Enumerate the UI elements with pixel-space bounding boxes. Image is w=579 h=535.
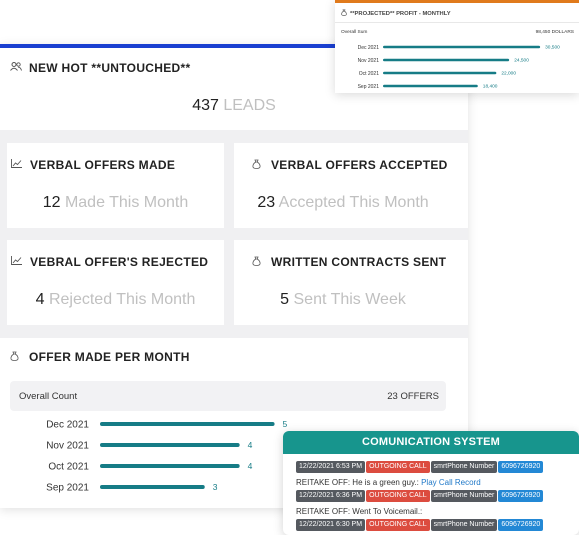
bar-value-label: 24,500 <box>514 58 529 64</box>
phone-number-badge[interactable]: 6096726920 <box>498 519 544 531</box>
tile-label: VERBAL OFFERS MADE <box>30 158 176 172</box>
projected-profit-chart: Dec 2021 30,500 Nov 2021 24,500 Oct 2021 22,0… <box>358 45 561 90</box>
tile-value: 12 Made This Month <box>7 194 224 212</box>
hot-leads-title: NEW HOT **UNTOUCHED** <box>10 61 190 75</box>
projected-profit-title: **PROJECTED** PROFIT - MONTHLY <box>341 9 451 18</box>
line-chart-icon <box>11 256 25 268</box>
users-icon <box>10 62 24 74</box>
tile-unit: Accepted This Month <box>278 194 429 211</box>
offers-per-month-title: OFFER MADE PER MONTH <box>10 350 190 364</box>
tile-label: VERBAL OFFERS ACCEPTED <box>271 158 448 172</box>
play-call-record-link[interactable]: Play Call Record <box>421 478 481 487</box>
tile-count: 5 <box>280 291 290 308</box>
bar <box>100 485 205 489</box>
call-type-badge: OUTGOING CALL <box>366 461 430 473</box>
call-type-badge: OUTGOING CALL <box>366 519 430 531</box>
communication-system-card: COMUNICATION SYSTEM 12/22/2021 6:53 PM O… <box>283 431 579 535</box>
tile-count: 4 <box>35 291 45 308</box>
tile-value: 5 Sent This Week <box>234 291 468 309</box>
communication-system-title: COMUNICATION SYSTEM <box>283 431 579 454</box>
bar-category-label: Oct 2021 <box>359 71 380 77</box>
money-bag-icon <box>341 9 347 18</box>
bar-category-label: Sep 2021 <box>358 84 380 90</box>
hot-leads-value: 437 LEADS <box>0 97 468 115</box>
call-timestamp: 12/22/2021 6:30 PM <box>296 519 366 531</box>
call-note: REITAKE OFF: Went To Voicemail.: <box>296 507 422 516</box>
call-log-row[interactable]: 12/22/2021 6:36 PM OUTGOING CALL smrtPho… <box>296 490 544 502</box>
bar-value-label: 4 <box>248 440 253 450</box>
bar <box>383 58 510 62</box>
phone-number-badge[interactable]: 6096726920 <box>498 461 544 473</box>
bar-category-label: Sep 2021 <box>46 483 89 494</box>
tile-verbal-offers-accepted[interactable]: VERBAL OFFERS ACCEPTED 23 Accepted This … <box>234 143 468 228</box>
call-log-row[interactable]: 12/22/2021 6:53 PM OUTGOING CALL smrtPho… <box>296 461 544 473</box>
line-label-badge: smrtPhone Number <box>430 461 498 473</box>
overall-sum-value: 98,450 DOLLARS <box>535 30 574 35</box>
bar <box>100 422 275 426</box>
bar-value-label: 4 <box>248 461 253 471</box>
line-label-badge: smrtPhone Number <box>430 519 498 531</box>
tile-label: WRITTEN CONTRACTS SENT <box>271 255 447 269</box>
call-timestamp: 12/22/2021 6:36 PM <box>296 490 366 502</box>
call-note-text: REITAKE OFF: Went To Voicemail.: <box>296 507 423 516</box>
tile-written-contracts-sent[interactable]: WRITTEN CONTRACTS SENT 5 Sent This Week <box>234 240 468 325</box>
tile-unit: Made This Month <box>64 194 189 211</box>
tile-value: 4 Rejected This Month <box>7 291 224 309</box>
projected-profit-card: **PROJECTED** PROFIT - MONTHLY Overall S… <box>335 0 579 93</box>
call-log-row[interactable]: 12/22/2021 6:30 PM OUTGOING CALL smrtPho… <box>296 519 544 531</box>
hot-leads-label: NEW HOT **UNTOUCHED** <box>29 61 191 75</box>
tile-count: 23 <box>257 194 276 211</box>
call-type-badge: OUTGOING CALL <box>366 490 430 502</box>
offers-per-month-label: OFFER MADE PER MONTH <box>29 350 190 364</box>
divider <box>335 22 579 23</box>
tile-value: 23 Accepted This Month <box>234 194 468 212</box>
bar <box>100 443 240 447</box>
overall-count-value: 23 OFFERS <box>387 391 439 402</box>
line-label-badge: smrtPhone Number <box>430 490 498 502</box>
offers-per-month-chart: Dec 2021 5 Nov 2021 4 Oct 2021 4 Sep 2021 3 <box>46 419 288 494</box>
tile-title: VEBRAL OFFER'S REJECTED <box>11 255 208 269</box>
tile-count: 12 <box>42 194 61 211</box>
tile-verbal-offers-made[interactable]: VERBAL OFFERS MADE 12 Made This Month <box>7 143 224 228</box>
bar-value-label: 22,000 <box>501 71 516 77</box>
bar-value-label: 18,400 <box>483 84 498 90</box>
bar-category-label: Nov 2021 <box>46 441 89 452</box>
bar <box>383 71 497 75</box>
phone-number-badge[interactable]: 6096726920 <box>498 490 544 502</box>
tile-title: VERBAL OFFERS MADE <box>11 158 175 172</box>
bar <box>100 464 240 468</box>
bar-category-label: Nov 2021 <box>358 58 380 64</box>
bar <box>383 84 478 88</box>
bar-category-label: Dec 2021 <box>46 420 89 431</box>
call-note: REITAKE OFF: He is a green guy.: Play Ca… <box>296 478 481 487</box>
money-bag-icon <box>252 159 266 172</box>
bar <box>383 45 541 49</box>
tile-title: WRITTEN CONTRACTS SENT <box>252 255 446 269</box>
bar-category-label: Oct 2021 <box>48 462 89 473</box>
tile-verbal-offers-rejected[interactable]: VEBRAL OFFER'S REJECTED 4 Rejected This … <box>7 240 224 325</box>
overall-sum-label: Overall Sum <box>341 30 368 35</box>
projected-profit-label: **PROJECTED** PROFIT - MONTHLY <box>350 10 451 17</box>
call-timestamp: 12/22/2021 6:53 PM <box>296 461 366 473</box>
line-chart-icon <box>11 159 25 171</box>
bar-value-label: 5 <box>283 419 288 429</box>
hot-leads-unit: LEADS <box>223 97 276 114</box>
overall-count-label: Overall Count <box>19 391 78 402</box>
tile-label: VEBRAL OFFER'S REJECTED <box>30 255 209 269</box>
tile-unit: Rejected This Month <box>48 291 196 308</box>
call-note-text: REITAKE OFF: He is a green guy.: <box>296 478 419 487</box>
bar-value-label: 3 <box>213 482 218 492</box>
tile-unit: Sent This Week <box>293 291 406 308</box>
money-bag-icon <box>10 351 24 364</box>
overall-count-row: Overall Count 23 OFFERS <box>10 381 446 411</box>
money-bag-icon <box>252 256 266 269</box>
overall-sum-row: Overall Sum 98,450 DOLLARS <box>341 30 574 35</box>
tile-title: VERBAL OFFERS ACCEPTED <box>252 158 448 172</box>
bar-value-label: 30,500 <box>545 45 560 51</box>
hot-leads-count: 437 <box>192 97 219 114</box>
bar-category-label: Dec 2021 <box>358 45 380 51</box>
